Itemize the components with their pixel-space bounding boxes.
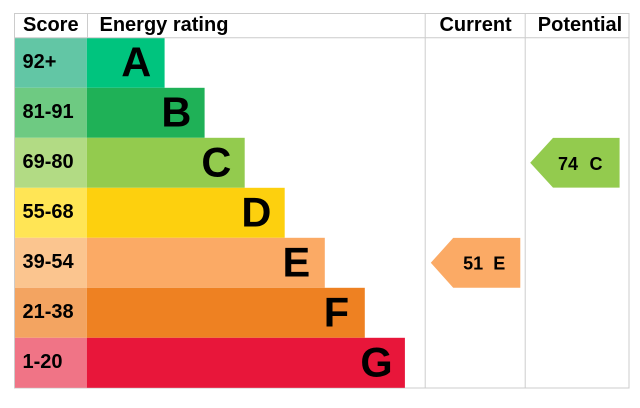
svg-text:74: 74 [558,154,578,174]
svg-text:E: E [283,239,311,286]
svg-text:C: C [590,154,603,174]
svg-text:55-68: 55-68 [23,201,74,223]
svg-text:69-80: 69-80 [23,151,74,173]
svg-text:51: 51 [463,254,483,274]
svg-text:Potential: Potential [538,14,622,36]
svg-text:D: D [241,189,271,236]
svg-text:E: E [493,254,505,274]
svg-text:C: C [201,139,231,186]
svg-text:81-91: 81-91 [23,101,74,123]
svg-text:21-38: 21-38 [23,301,74,323]
svg-text:Score: Score [23,14,79,36]
svg-text:Energy rating: Energy rating [100,14,229,36]
svg-text:F: F [324,289,349,336]
svg-text:G: G [360,339,392,386]
svg-text:A: A [121,39,151,86]
svg-text:92+: 92+ [23,51,57,73]
svg-text:1-20: 1-20 [23,351,63,373]
svg-text:Current: Current [439,14,512,36]
svg-text:39-54: 39-54 [23,251,75,273]
svg-text:B: B [161,89,191,136]
